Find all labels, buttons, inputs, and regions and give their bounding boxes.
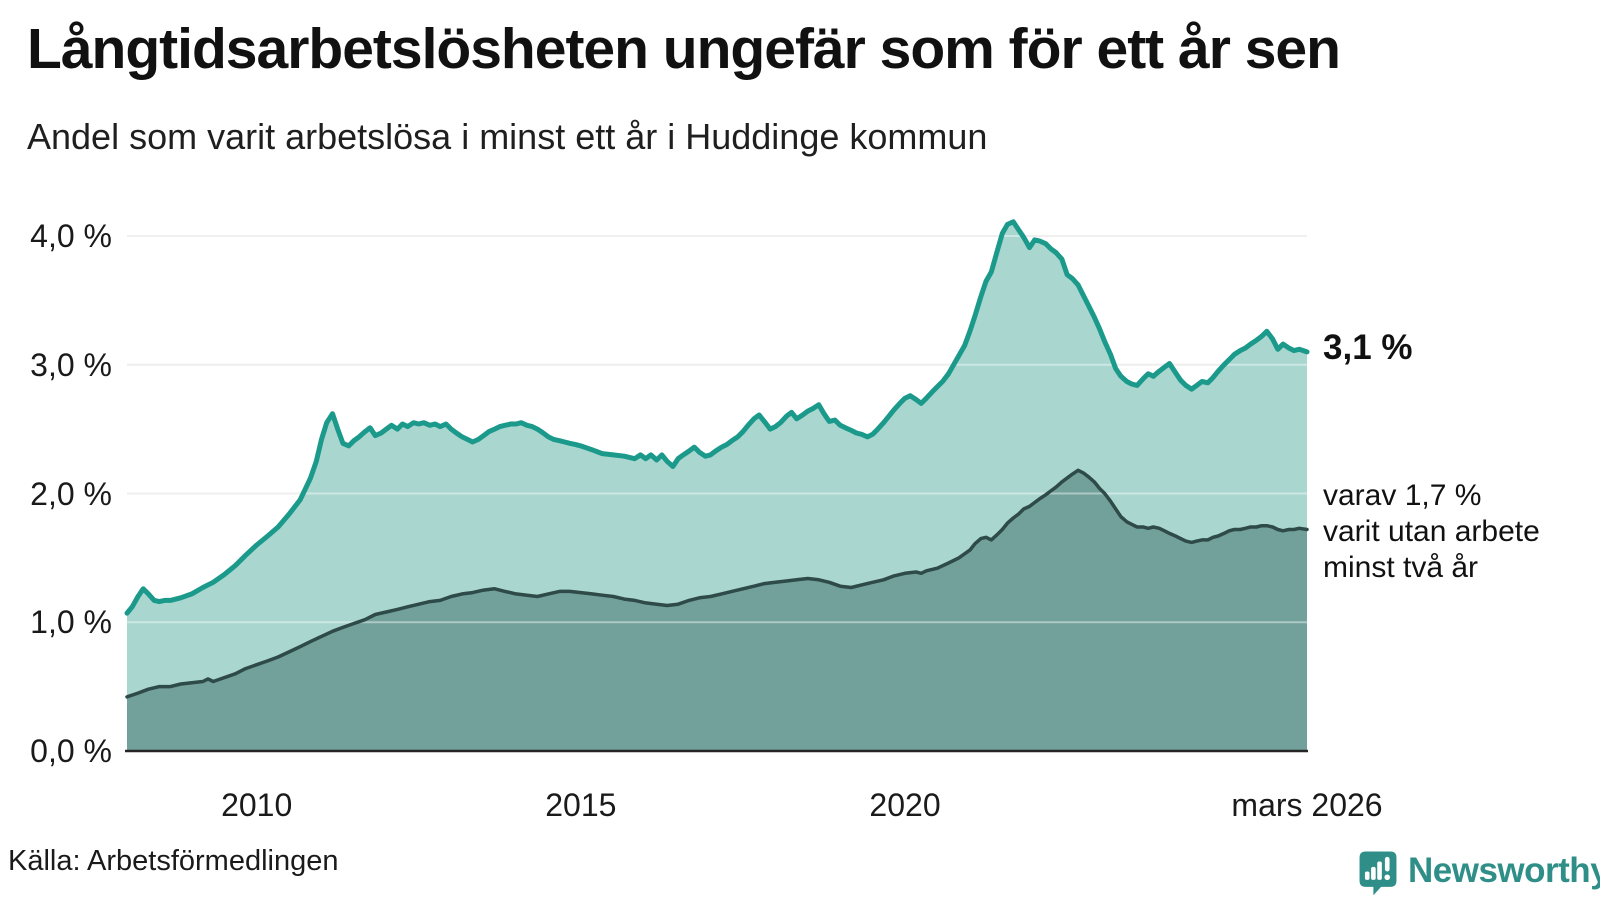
area-min-two-years	[127, 470, 1307, 751]
x-tick-label: 2020	[869, 787, 941, 823]
y-tick-label: 4,0 %	[30, 218, 112, 254]
source-credit: Källa: Arbetsförmedlingen	[8, 845, 339, 877]
latest-value-label: 3,1 %	[1323, 327, 1413, 367]
line-min-two-years	[125, 468, 1309, 699]
page-title: Långtidsarbetslösheten ungefär som för e…	[27, 17, 1341, 81]
x-tick-label: 2010	[221, 787, 293, 823]
y-tick-label: 1,0 %	[30, 604, 112, 641]
x-tick-label: mars 2026	[1231, 787, 1383, 823]
y-tick-label: 3,0 %	[30, 346, 112, 383]
y-tick-label: 2,0 %	[30, 475, 112, 512]
page-subtitle: Andel som varit arbetslösa i minst ett å…	[27, 116, 988, 157]
secondary-value-label: varav 1,7 % varit utan arbete minst två …	[1323, 479, 1540, 585]
line-min-one-year	[124, 219, 1310, 616]
newsworthy-wordmark: Newsworthy	[1408, 851, 1600, 890]
newsworthy-logo[interactable]: Newsworthy	[1358, 849, 1600, 899]
y-tick-label: 0,0 %	[30, 733, 112, 769]
newsworthy-speech-bubble-icon	[1359, 851, 1397, 896]
x-tick-label: 2015	[545, 787, 617, 823]
